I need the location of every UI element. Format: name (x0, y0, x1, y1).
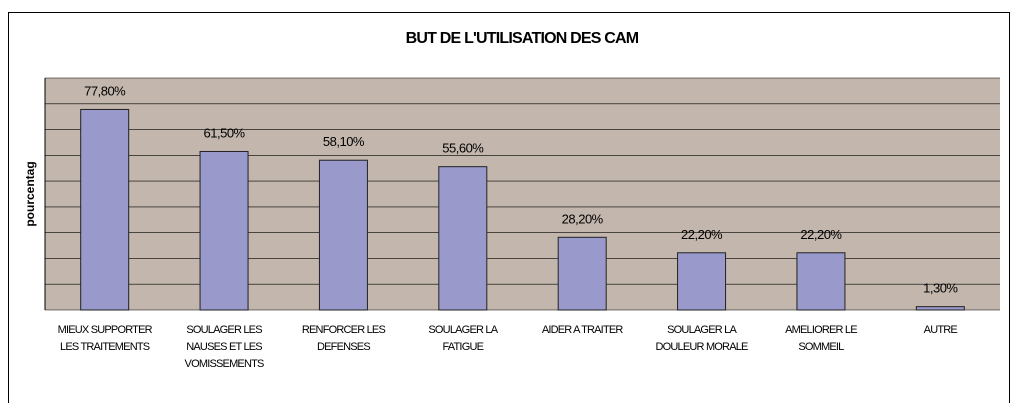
data-label: 28,20% (562, 211, 604, 226)
bar (80, 108, 130, 311)
x-tick-label: AUTRE (924, 324, 958, 336)
x-tick-label: AMELIORER LE SOMMEIL (785, 324, 857, 353)
data-label: 61,50% (204, 125, 246, 140)
x-tick-label: MIEUX SUPPORTER LES TRAITEMENTS (58, 324, 153, 353)
y-axis-label: pourcentag (23, 161, 37, 226)
x-tick-label: SOULAGER LA FATIGUE (428, 324, 498, 353)
bar (796, 252, 846, 311)
plot-area (45, 78, 1000, 310)
bar (915, 306, 965, 311)
x-tick-label: SOULAGER LA DOULEUR MORALE (656, 324, 749, 353)
data-label: 77,80% (84, 83, 126, 98)
x-tick-label: RENFORCER LES DEFENSES (302, 324, 386, 353)
x-tick-label: AIDER A TRAITER (542, 324, 624, 336)
bar (557, 236, 607, 311)
bar (199, 150, 249, 311)
data-label: 22,20% (800, 227, 842, 242)
bar (438, 166, 488, 311)
data-label: 22,20% (681, 227, 723, 242)
data-label: 58,10% (323, 134, 365, 149)
data-label: 55,60% (442, 141, 484, 156)
data-label: 1,30% (923, 281, 958, 296)
chart-title: BUT DE L'UTILISATION DES CAM (406, 30, 639, 47)
bar (677, 252, 727, 311)
bar (318, 159, 368, 311)
x-tick-label: SOULAGER LES NAUSES ET LES VOMISSEMENTS (185, 324, 264, 370)
